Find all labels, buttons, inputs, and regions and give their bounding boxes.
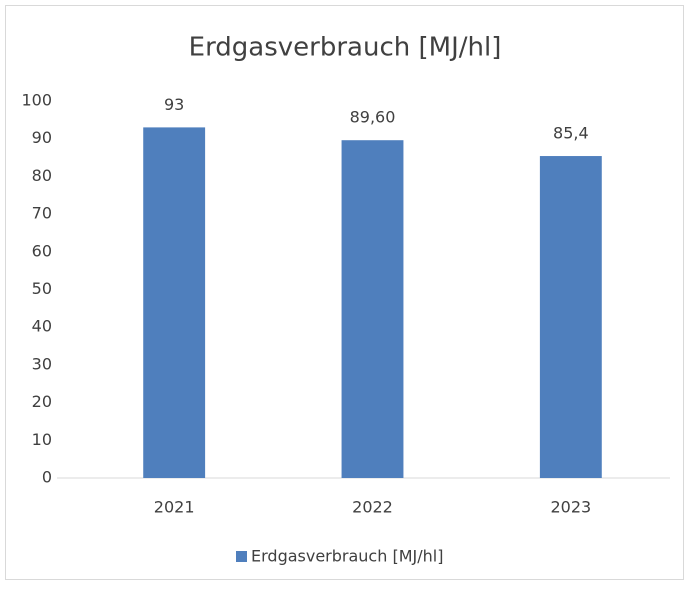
y-tick-label: 40 bbox=[32, 317, 52, 336]
x-tick-label: 2022 bbox=[352, 498, 393, 517]
value-label: 93 bbox=[164, 95, 184, 114]
x-tick-label: 2021 bbox=[154, 498, 195, 517]
y-tick-label: 70 bbox=[32, 204, 52, 223]
y-tick-label: 20 bbox=[32, 392, 52, 411]
x-tick-label: 2023 bbox=[550, 498, 591, 517]
y-tick-label: 90 bbox=[32, 128, 52, 147]
bar bbox=[143, 127, 206, 478]
value-label: 89,60 bbox=[350, 108, 396, 127]
y-tick-label: 0 bbox=[42, 468, 52, 487]
y-tick-label: 30 bbox=[32, 354, 52, 373]
chart-title: Erdgasverbrauch [MJ/hl] bbox=[189, 33, 502, 63]
y-tick-label: 50 bbox=[32, 279, 52, 298]
y-tick-label: 10 bbox=[32, 430, 52, 449]
legend-label: Erdgasverbrauch [MJ/hl] bbox=[251, 547, 443, 566]
y-tick-label: 60 bbox=[32, 241, 52, 260]
y-tick-label: 100 bbox=[21, 91, 52, 110]
bar bbox=[539, 156, 602, 479]
legend-swatch bbox=[236, 551, 247, 562]
value-label: 85,4 bbox=[553, 124, 589, 143]
bar bbox=[341, 140, 404, 478]
y-tick-label: 80 bbox=[32, 166, 52, 185]
